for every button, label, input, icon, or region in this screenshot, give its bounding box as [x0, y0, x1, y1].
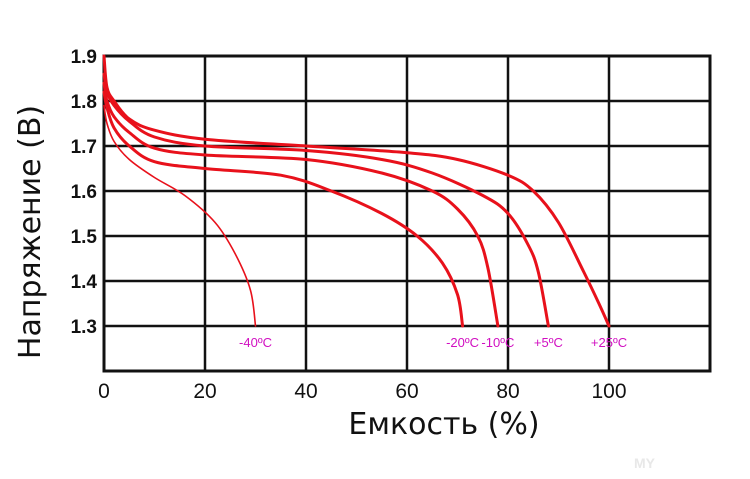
- y-tick-label: 1.5: [71, 227, 98, 248]
- curve-label-3: -20ºC: [446, 335, 479, 350]
- x-tick-label: 40: [294, 380, 317, 403]
- curve-0: [102, 54, 611, 328]
- y-tick-labels: 1.3 1.4 1.5 1.6 1.7 1.8 1.9: [71, 47, 98, 338]
- curves: [102, 54, 611, 328]
- curve-label-1: +5ºC: [534, 335, 563, 350]
- y-tick-label: 1.8: [71, 92, 97, 113]
- grid: [104, 56, 710, 371]
- x-tick-label: 20: [193, 380, 216, 403]
- x-tick-label: 0: [98, 380, 110, 403]
- curve-2: [102, 81, 500, 328]
- curve-label-2: -10ºC: [481, 335, 514, 350]
- x-axis-title: Емкость (%): [348, 407, 539, 442]
- curve-4: [103, 104, 257, 327]
- curve-label-4: -40ºC: [239, 335, 272, 350]
- x-tick-label: 60: [395, 380, 418, 403]
- watermark: MY: [634, 455, 656, 471]
- y-tick-label: 1.6: [71, 182, 97, 203]
- plot-area-border: [102, 54, 712, 373]
- curve-1: [102, 72, 550, 328]
- curve-label-0: +25ºC: [591, 335, 627, 350]
- curve-3: [102, 90, 465, 328]
- y-tick-label: 1.9: [71, 47, 97, 68]
- y-tick-label: 1.7: [71, 137, 97, 158]
- x-tick-label: 80: [496, 380, 519, 403]
- y-axis-title: Напряжение (В): [13, 105, 48, 359]
- x-tick-label: 100: [591, 380, 626, 403]
- curve-labels: +25ºC +5ºC -10ºC-20ºC -40ºC: [239, 335, 627, 350]
- x-tick-labels: 0 20 40 60 80 100: [98, 380, 626, 403]
- y-tick-label: 1.3: [71, 317, 97, 338]
- y-tick-label: 1.4: [71, 272, 98, 293]
